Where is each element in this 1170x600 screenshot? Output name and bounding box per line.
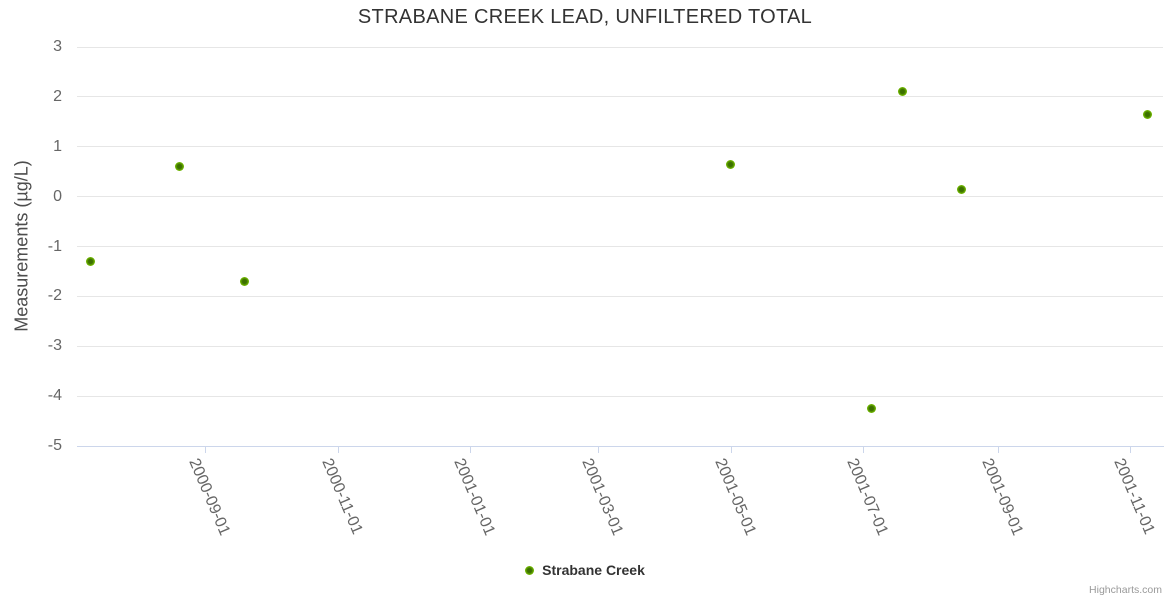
y-axis-label: 3	[53, 38, 62, 55]
legend-item-strabane-creek[interactable]: Strabane Creek	[525, 562, 645, 578]
y-axis-label: -4	[47, 387, 62, 405]
y-axis-label: -2	[47, 287, 62, 305]
gridline	[77, 345, 1163, 347]
x-axis-line	[77, 446, 1164, 447]
gridline	[77, 96, 1163, 98]
chart-title: STRABANE CREEK LEAD, UNFILTERED TOTAL	[357, 6, 813, 28]
data-point[interactable]	[897, 87, 907, 97]
y-axis-label: 0	[53, 187, 62, 205]
x-axis-label: 2001-07-01	[843, 456, 892, 538]
legend-marker-icon	[525, 565, 535, 575]
x-axis-tick	[730, 447, 732, 453]
data-point[interactable]	[956, 184, 966, 194]
x-axis-label: 2000-09-01	[185, 456, 234, 538]
x-axis-label: 2000-11-01	[317, 456, 366, 537]
data-point[interactable]	[174, 162, 184, 172]
data-point[interactable]	[85, 256, 95, 266]
y-axis-label: 1	[53, 137, 62, 155]
gridline	[77, 395, 1163, 397]
x-axis-label: 2001-03-01	[578, 456, 627, 538]
legend: Strabane Creek	[0, 562, 1170, 578]
data-point[interactable]	[726, 159, 736, 169]
x-axis-tick	[997, 447, 999, 453]
x-axis-label: 2001-05-01	[711, 456, 759, 538]
data-point[interactable]	[239, 276, 249, 286]
y-axis-label: -3	[47, 337, 62, 355]
gridline	[77, 246, 1163, 247]
x-axis-tick	[470, 447, 472, 453]
legend-label: Strabane Creek	[542, 562, 645, 578]
data-point[interactable]	[1143, 109, 1153, 119]
x-axis-tick	[337, 447, 339, 453]
x-axis-tick	[863, 447, 865, 453]
y-axis-label: -5	[47, 437, 62, 454]
x-axis-tick	[598, 447, 600, 453]
x-axis-tick	[1130, 447, 1132, 453]
x-axis-label: 2001-09-01	[978, 456, 1026, 538]
highcharts-credits-link[interactable]: Highcharts.com	[1089, 584, 1162, 596]
data-point[interactable]	[867, 404, 877, 414]
x-axis-label: 2001-11-01	[1110, 456, 1158, 537]
x-axis-label: 2001-01-01	[450, 456, 499, 538]
gridline	[77, 295, 1163, 297]
x-axis-tick	[205, 447, 207, 453]
gridline	[77, 146, 1163, 148]
y-axis-label: -1	[47, 237, 62, 255]
gridline	[77, 46, 1163, 48]
gridline	[77, 196, 1163, 198]
y-axis-label: 2	[53, 87, 62, 105]
